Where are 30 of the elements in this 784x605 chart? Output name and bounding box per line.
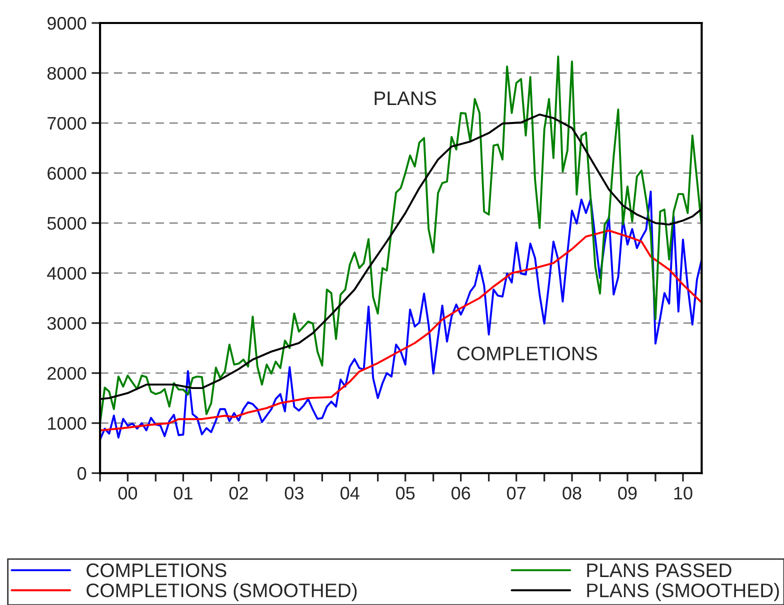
x-tick-label: 02 — [229, 486, 248, 500]
legend-label: COMPLETIONS — [86, 563, 226, 578]
y-tick-label: 3000 — [47, 317, 86, 330]
legend-label: PLANS (SMOOTHED) — [587, 582, 779, 602]
line-series — [100, 230, 702, 432]
line-series — [100, 56, 702, 424]
x-tick-label: 05 — [396, 486, 415, 500]
annotation: COMPLETIONS — [457, 346, 598, 360]
x-tick-label: 06 — [452, 486, 470, 500]
legend-label: COMPLETIONS (SMOOTHED) — [86, 582, 357, 602]
x-tick-label: 04 — [340, 486, 360, 500]
x-tick-label: 10 — [674, 486, 692, 500]
y-tick-label: 9000 — [48, 16, 86, 30]
y-tick-label: 7000 — [48, 116, 86, 130]
y-tick-label: 2000 — [48, 367, 86, 380]
y-tick-label: 5000 — [47, 216, 86, 230]
x-tick-label: 01 — [174, 486, 192, 500]
y-tick-label: 0 — [78, 467, 86, 480]
y-tick-label: 4000 — [47, 266, 86, 280]
y-tick-label: 1000 — [48, 417, 86, 430]
line-series — [100, 190, 702, 441]
annotation: PLANS — [374, 91, 436, 106]
y-tick-label: 8000 — [47, 66, 86, 80]
x-tick-label: 03 — [284, 486, 304, 500]
legend-label: PLANS PASSED — [587, 563, 732, 578]
x-tick-label: 08 — [562, 486, 582, 500]
x-tick-label: 07 — [507, 486, 526, 500]
x-tick-label: 00 — [118, 486, 138, 500]
x-tick-label: 09 — [618, 486, 637, 500]
y-tick-label: 6000 — [48, 166, 86, 180]
